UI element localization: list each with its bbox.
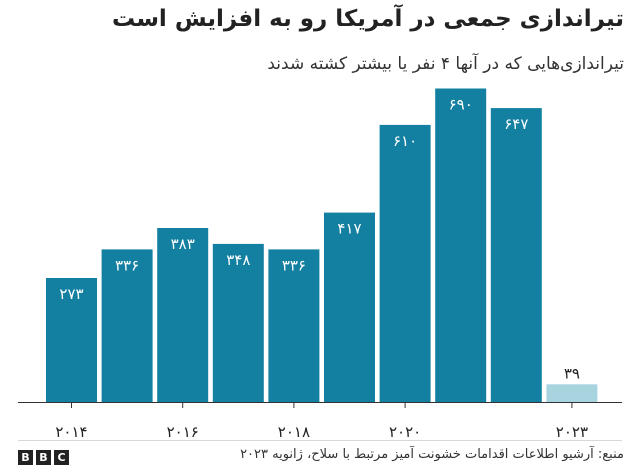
bar-value-label: ۶۱۰ <box>393 132 417 150</box>
chart-subtitle: تیراندازی‌هایی که در آنها ۴ نفر یا بیشتر… <box>267 54 624 74</box>
bar-value-label: ۳۹ <box>564 364 580 382</box>
x-tick-label: ۲۰۱۶ <box>167 423 199 440</box>
bbc-logo: B B C <box>18 450 69 465</box>
bar-2020 <box>379 124 431 403</box>
bar-2023 <box>546 384 598 402</box>
bar-value-label: ۳۸۳ <box>171 235 195 253</box>
x-tick-label: ۲۰۱۸ <box>278 423 310 440</box>
bar-2014 <box>46 278 97 402</box>
x-tick-label: ۲۰۱۴ <box>55 423 87 440</box>
x-tick-label: ۲۰۲۰ <box>389 423 421 440</box>
bar-value-label: ۲۷۳ <box>59 285 83 303</box>
bar-value-label: ۳۴۸ <box>226 251 250 269</box>
bar-chart: ۲۷۳ ۳۳۶ ۳۸۳ ۳۴۸ ۳۳۶ ۴۱۷ ۶۱۰ ۶۹۰ ۶۴۷ ۳۹ ۲۰۱۴ ۲۰۱۶ ۲۰۱… <box>18 88 622 440</box>
source-note: منبع: آرشیو اطلاعات اقدامات خشونت آمیز م… <box>240 447 624 462</box>
bar-2015 <box>101 249 153 402</box>
bar-value-label: ۳۳۶ <box>115 256 139 274</box>
bar-2018 <box>268 249 320 402</box>
bar-value-label: ۴۱۷ <box>337 220 361 238</box>
footer-divider <box>18 440 622 441</box>
bar-2016 <box>157 228 209 402</box>
x-tick-label: ۲۰۲۳ <box>556 423 588 440</box>
bbc-logo-letter: B <box>18 450 33 465</box>
bar-2017 <box>212 243 264 402</box>
bbc-logo-letter: C <box>54 450 69 465</box>
chart-title: تیراندازی جمعی در آمریکا رو به افزایش اس… <box>111 6 624 32</box>
bar-2022 <box>490 108 542 402</box>
bbc-logo-letter: B <box>36 450 51 465</box>
bar-value-label: ۳۳۶ <box>282 256 306 274</box>
bar-value-label: ۶۴۷ <box>504 115 528 133</box>
bar-value-label: ۶۹۰ <box>449 96 473 114</box>
bar-2019 <box>324 212 375 402</box>
bar-2021 <box>435 88 487 402</box>
